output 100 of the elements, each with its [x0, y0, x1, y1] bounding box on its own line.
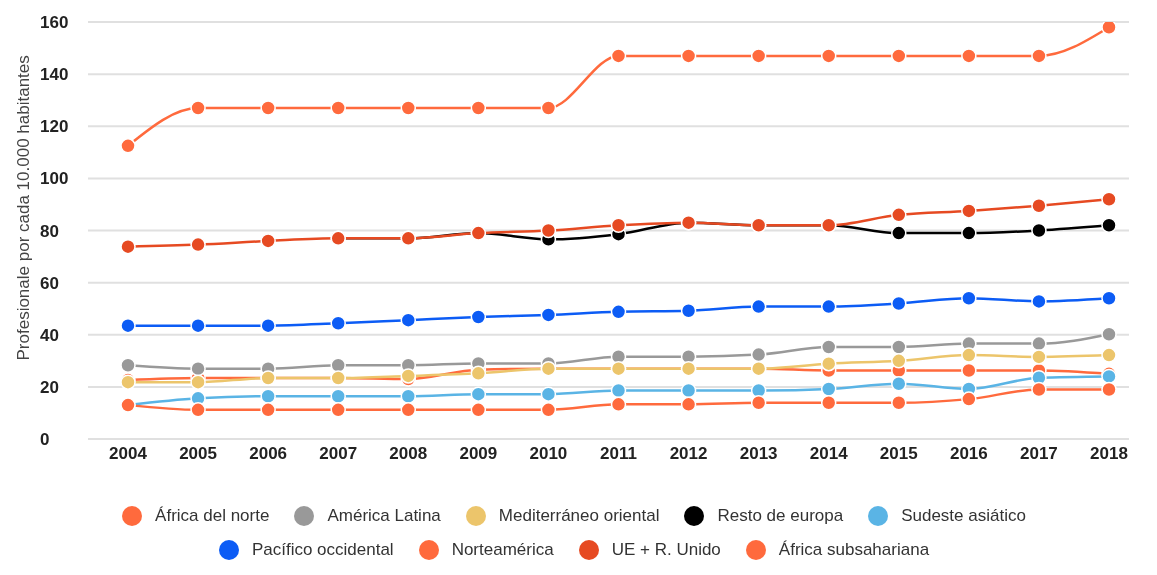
point	[610, 396, 627, 413]
point	[400, 402, 417, 418]
legend-label: Resto de europa	[717, 505, 844, 527]
y-tick-label: 140	[40, 65, 69, 85]
y-tick-label: 120	[40, 117, 69, 137]
x-tick-label: 2012	[669, 444, 708, 464]
point	[820, 48, 837, 64]
legend-label: UE + R. Unido	[611, 539, 721, 561]
point	[891, 48, 907, 64]
point	[260, 402, 276, 418]
point	[400, 388, 417, 405]
point	[610, 217, 627, 234]
point	[680, 48, 697, 64]
point	[120, 317, 136, 334]
x-tick-label: 2014	[809, 444, 849, 464]
legend-label: África subsahariana	[778, 539, 930, 561]
point	[1101, 191, 1117, 207]
x-tick-label: 2005	[179, 444, 217, 464]
point	[961, 48, 977, 64]
point	[1101, 217, 1117, 234]
point	[961, 347, 977, 363]
point	[820, 381, 837, 397]
x-tick-label: 2017	[1020, 444, 1058, 464]
y-tick-label: 0	[40, 430, 50, 450]
point	[190, 100, 206, 116]
point	[961, 203, 977, 219]
point	[330, 388, 346, 405]
y-tick-label: 20	[40, 377, 59, 397]
point	[260, 388, 276, 405]
point	[1101, 347, 1117, 363]
y-axis-title: Profesionale por cada 10.000 habitantes	[14, 55, 34, 361]
point	[1031, 381, 1047, 398]
point	[820, 355, 837, 372]
point	[470, 365, 487, 382]
point	[891, 395, 907, 411]
point	[1031, 349, 1047, 365]
point	[260, 233, 276, 249]
x-tick-label: 2004	[109, 444, 148, 464]
point	[610, 48, 627, 64]
point	[750, 298, 767, 315]
x-tick-label: 2018	[1090, 444, 1128, 464]
point	[540, 386, 557, 402]
point	[330, 100, 346, 116]
point	[891, 295, 907, 312]
legend-label: Norteamérica	[451, 539, 554, 561]
x-tick-label: 2007	[319, 444, 358, 464]
point	[540, 222, 557, 239]
point	[610, 304, 627, 320]
point	[961, 290, 977, 307]
point	[330, 402, 346, 418]
point	[190, 374, 206, 390]
point	[190, 402, 206, 418]
point	[1101, 326, 1117, 342]
point	[891, 339, 907, 355]
point	[260, 100, 276, 116]
point	[540, 307, 557, 323]
point	[820, 395, 837, 411]
point	[961, 362, 977, 379]
legend-label: Sudeste asiático	[901, 505, 1026, 527]
x-tick-label: 2016	[949, 444, 988, 464]
point	[400, 100, 417, 116]
point	[1031, 293, 1047, 310]
point	[470, 402, 487, 418]
x-tick-label: 2015	[879, 444, 918, 464]
point	[260, 317, 276, 334]
point	[470, 386, 487, 402]
point	[1101, 290, 1117, 307]
point	[891, 353, 907, 369]
point	[190, 317, 206, 334]
point	[540, 402, 557, 418]
x-tick-label: 2011	[600, 444, 637, 464]
legend-label: América Latina	[327, 505, 441, 527]
point	[750, 48, 767, 64]
point	[680, 303, 697, 319]
point	[120, 357, 136, 373]
x-tick-label: 2013	[739, 444, 778, 464]
y-tick-label: 100	[40, 169, 69, 189]
y-tick-label: 40	[40, 325, 59, 345]
point	[820, 339, 837, 355]
x-tick-label: 2009	[459, 444, 498, 464]
point	[891, 376, 907, 392]
legend-label: Mediterráneo oriental	[498, 505, 660, 527]
point	[540, 100, 557, 116]
point	[610, 382, 627, 399]
point	[1031, 48, 1047, 64]
point	[1031, 197, 1047, 214]
x-tick-label: 2008	[389, 444, 428, 464]
point	[1031, 335, 1047, 352]
point	[330, 315, 346, 332]
point	[190, 236, 206, 253]
point	[330, 357, 346, 373]
point	[470, 100, 487, 116]
point	[190, 360, 206, 377]
point	[120, 238, 136, 255]
point	[680, 382, 697, 399]
point	[820, 298, 837, 315]
legend-label: África del norte	[155, 505, 270, 527]
point	[1031, 222, 1047, 239]
point	[750, 346, 767, 363]
y-tick-label: 60	[40, 273, 59, 293]
